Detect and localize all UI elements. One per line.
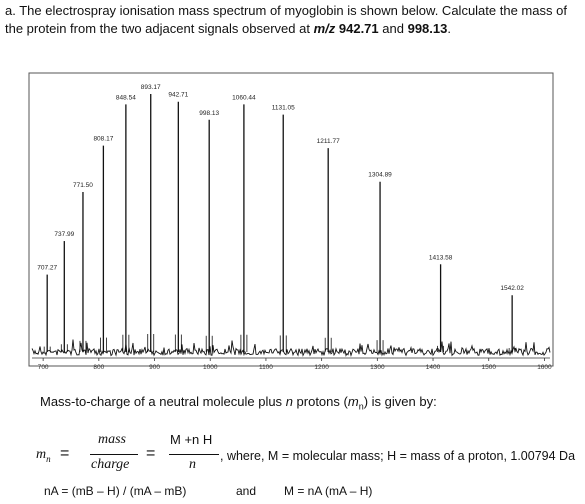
where-text: , where, M = molecular mass; H = mass of… xyxy=(220,449,576,463)
frac1-line xyxy=(90,454,138,455)
x-tick-label: 1300 xyxy=(370,364,385,371)
formula: mn = mass charge = M +n H n , where, M =… xyxy=(36,432,585,482)
x-tick-label: 800 xyxy=(93,364,104,371)
x-tick-label: 1100 xyxy=(259,364,273,371)
question-part: a. xyxy=(5,3,16,18)
peak-label: 1304.89 xyxy=(368,172,392,179)
value-1: 942.71 xyxy=(338,21,379,36)
bottom-eq1: nA = (mB – H) / (mA – mB) xyxy=(44,484,187,498)
peak-label: 1060.44 xyxy=(232,94,256,101)
peak-label: 942.71 xyxy=(168,92,188,99)
mass-spectrum-chart: 707.27 737.99 771.50 808.17 848.54 893.17 942.… xyxy=(28,72,554,371)
peak-label: 808.17 xyxy=(93,136,113,143)
caption-text-2: protons ( xyxy=(292,394,348,409)
question-body: The electrospray ionisation mass spectru… xyxy=(5,3,567,36)
caption-text-3: ) is given by: xyxy=(363,394,437,409)
peak-label: 893.17 xyxy=(141,84,161,91)
value-2: 998.13 xyxy=(407,21,448,36)
question-end: . xyxy=(447,21,451,36)
frac2-denominator: n xyxy=(189,457,196,472)
peak-label: 1413.58 xyxy=(429,254,453,261)
x-tick-label: 1600 xyxy=(537,364,552,371)
peak-label: 771.50 xyxy=(73,182,93,189)
formula-eq: = xyxy=(60,445,70,462)
frac1-denominator: charge xyxy=(91,457,130,472)
peak-label: 1211.77 xyxy=(317,138,340,145)
x-tick-label: 900 xyxy=(149,364,160,371)
chart-frame xyxy=(28,72,554,367)
frac2-line xyxy=(169,454,219,455)
spectrum-baseline xyxy=(31,339,551,358)
bottom-and: and xyxy=(236,484,257,498)
peak-label: 737.99 xyxy=(54,231,74,238)
peak-label: 998.13 xyxy=(199,110,219,117)
caption: Mass-to-charge of a neutral molecule plu… xyxy=(40,394,437,412)
bottom-eq2: M = nA (mA – H) xyxy=(284,484,373,498)
and-word: and xyxy=(382,21,404,36)
formula-lhs: mn xyxy=(36,447,51,464)
question-text: a. The electrospray ionisation mass spec… xyxy=(5,2,583,38)
frac1-numerator: mass xyxy=(98,432,127,447)
x-tick-label: 700 xyxy=(38,364,49,371)
frac2-numerator: M +n H xyxy=(170,432,213,447)
peak-label: 1131.05 xyxy=(272,105,295,112)
caption-text-1: Mass-to-charge of a neutral molecule plu… xyxy=(40,394,286,409)
caption-sub-n: n xyxy=(358,401,364,412)
caption-m: m xyxy=(347,394,359,409)
mz-label: m/z xyxy=(313,21,336,36)
peak-label: 1542.02 xyxy=(500,285,524,292)
caption-n: n xyxy=(285,394,293,409)
formula-eq2: = xyxy=(146,445,156,462)
x-tick-label: 1400 xyxy=(426,364,441,371)
peak-label: 848.54 xyxy=(116,94,136,101)
peak-label: 707.27 xyxy=(37,265,57,272)
x-tick-label: 1000 xyxy=(203,364,218,371)
x-tick-label: 1200 xyxy=(314,364,329,371)
x-tick-label: 1500 xyxy=(481,364,496,371)
